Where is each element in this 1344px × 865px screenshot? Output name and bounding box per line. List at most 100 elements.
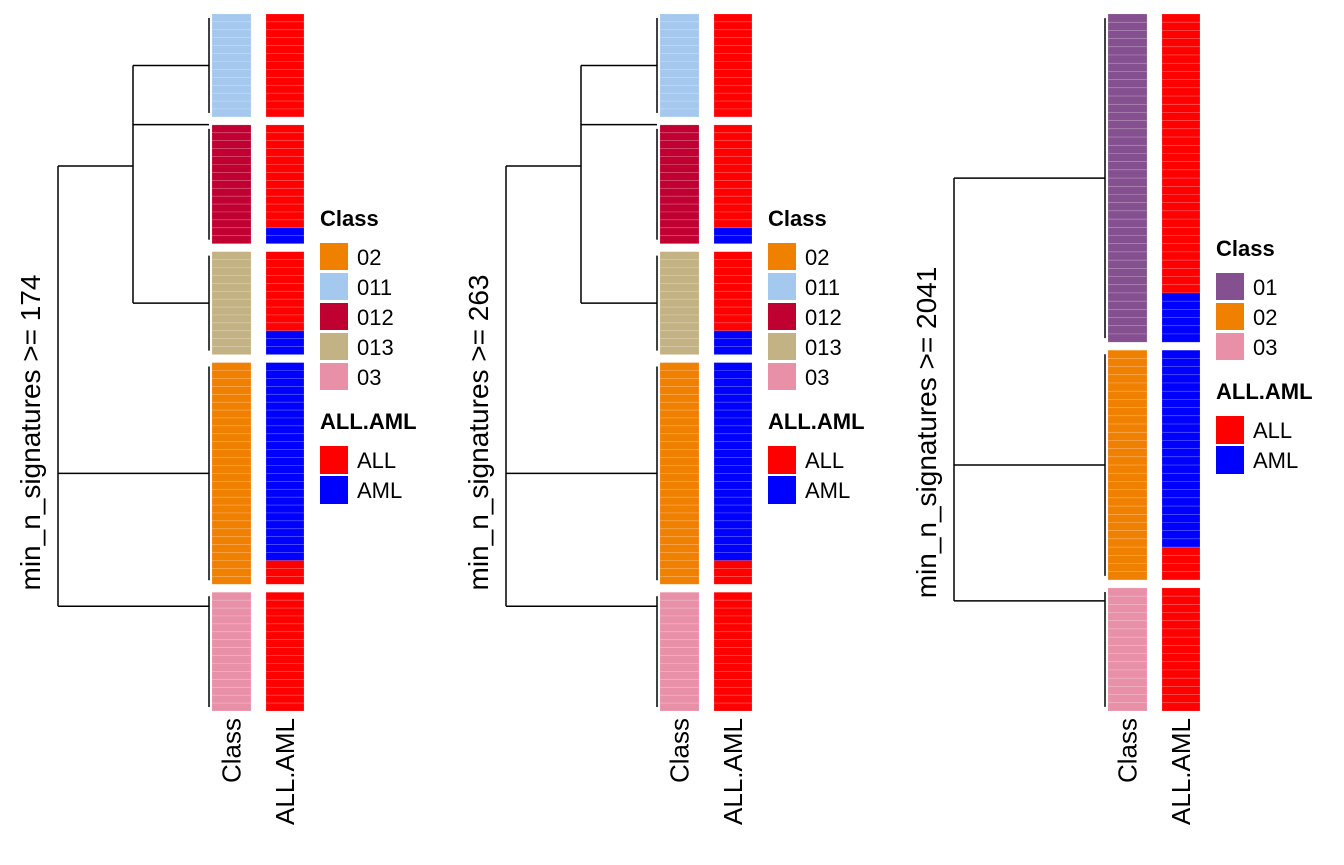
class-cell-01 bbox=[1107, 259, 1148, 269]
all-aml-cell-ALL bbox=[1161, 13, 1201, 23]
all-aml-cell-ALL bbox=[713, 53, 753, 62]
all-aml-cell-ALL bbox=[713, 607, 753, 617]
class-cell-02 bbox=[659, 576, 700, 585]
class-cell-02 bbox=[1107, 349, 1148, 359]
class-cell-01 bbox=[1107, 194, 1148, 204]
legend-swatch-012 bbox=[768, 303, 796, 330]
class-cell-02 bbox=[659, 409, 700, 419]
class-cell-01 bbox=[1107, 136, 1148, 146]
all-aml-cell-ALL bbox=[1161, 563, 1201, 573]
all-aml-cell-ALL bbox=[713, 148, 753, 157]
class-cell-02 bbox=[1107, 489, 1148, 499]
class-cell-012 bbox=[211, 187, 252, 197]
all-aml-cell-ALL bbox=[265, 203, 305, 213]
all-aml-cell-ALL bbox=[265, 100, 305, 110]
all-aml-cell-AML bbox=[713, 378, 753, 387]
class-cell-012 bbox=[211, 195, 252, 205]
all-aml-cell-ALL bbox=[1161, 71, 1201, 80]
class-cell-03 bbox=[211, 631, 252, 641]
all-aml-cell-AML bbox=[265, 520, 305, 530]
class-cell-02 bbox=[1107, 407, 1148, 417]
class-cell-03 bbox=[1107, 653, 1148, 663]
class-cell-013 bbox=[659, 267, 700, 276]
legend-label-02: 02 bbox=[1253, 305, 1277, 330]
all-aml-cell-AML bbox=[1161, 497, 1201, 507]
legend: Class 02 011 012 013 03 ALL.AML ALL AML bbox=[320, 206, 417, 504]
class-cell-01 bbox=[1107, 317, 1148, 327]
class-cell-02 bbox=[1107, 538, 1148, 548]
class-cell-013 bbox=[211, 322, 252, 332]
all-aml-cell-ALL bbox=[265, 164, 305, 173]
all-aml-cell-ALL bbox=[713, 77, 753, 86]
all-aml-cell-AML bbox=[713, 473, 753, 482]
all-aml-cell-AML bbox=[265, 425, 305, 435]
class-cell-012 bbox=[659, 235, 700, 244]
class-cell-011 bbox=[211, 61, 252, 70]
all-aml-cell-AML bbox=[265, 496, 305, 506]
all-aml-cell-ALL bbox=[1161, 38, 1201, 48]
all-aml-cell-AML bbox=[1161, 390, 1201, 400]
class-cell-02 bbox=[211, 481, 252, 490]
class-cell-013 bbox=[211, 275, 252, 284]
all-aml-cell-ALL bbox=[713, 560, 753, 569]
class-cell-03 bbox=[1107, 645, 1148, 654]
all-aml-cell-AML bbox=[713, 401, 753, 411]
all-aml-cell-AML bbox=[265, 338, 305, 347]
all-aml-cell-AML bbox=[265, 417, 305, 427]
all-aml-cell-ALL bbox=[1161, 177, 1201, 187]
all-aml-cell-AML bbox=[713, 528, 753, 538]
class-cell-03 bbox=[659, 694, 700, 704]
all-aml-cell-AML bbox=[713, 488, 753, 498]
class-cell-02 bbox=[659, 362, 700, 371]
class-cell-02 bbox=[659, 544, 700, 553]
class-cell-012 bbox=[211, 180, 252, 189]
class-cell-011 bbox=[659, 45, 700, 54]
legend-swatch-03 bbox=[320, 363, 348, 390]
all-aml-cell-AML bbox=[713, 552, 753, 561]
class-cell-02 bbox=[211, 520, 252, 530]
class-cell-02 bbox=[659, 560, 700, 569]
class-cell-03 bbox=[211, 599, 252, 609]
all-aml-cell-ALL bbox=[265, 576, 305, 585]
all-aml-cell-AML bbox=[713, 496, 753, 506]
all-aml-cell-ALL bbox=[265, 686, 305, 696]
all-aml-cell-AML bbox=[1161, 423, 1201, 433]
class-cell-01 bbox=[1107, 276, 1148, 286]
class-cell-013 bbox=[659, 346, 700, 355]
all-aml-cell-AML bbox=[1161, 292, 1201, 302]
all-aml-cell-ALL bbox=[713, 631, 753, 641]
class-cell-02 bbox=[211, 552, 252, 561]
legend-swatch-03 bbox=[1216, 333, 1244, 360]
legend-title-all-aml: ALL.AML bbox=[768, 409, 865, 434]
class-cell-01 bbox=[1107, 87, 1148, 97]
class-cell-011 bbox=[211, 13, 252, 23]
class-cell-013 bbox=[659, 283, 700, 292]
y-axis-title: min_n_signatures >= 263 bbox=[463, 275, 494, 591]
class-cell-03 bbox=[211, 694, 252, 704]
class-cell-02 bbox=[659, 481, 700, 490]
all-aml-cell-AML bbox=[713, 370, 753, 379]
all-aml-cell-ALL bbox=[1161, 555, 1201, 564]
class-cell-02 bbox=[1107, 448, 1148, 458]
legend-title-all-aml: ALL.AML bbox=[1216, 379, 1313, 404]
all-aml-cell-AML bbox=[1161, 530, 1201, 540]
all-aml-cell-AML bbox=[1161, 464, 1201, 474]
class-cell-013 bbox=[211, 259, 252, 268]
class-cell-01 bbox=[1107, 251, 1148, 261]
class-cell-02 bbox=[211, 449, 252, 458]
all-aml-cell-ALL bbox=[265, 267, 305, 276]
class-cell-012 bbox=[659, 219, 700, 229]
all-aml-cell-AML bbox=[1161, 456, 1201, 466]
class-cell-03 bbox=[1107, 612, 1148, 622]
class-cell-01 bbox=[1107, 218, 1148, 228]
all-aml-cell-ALL bbox=[713, 663, 753, 672]
legend-title-class: Class bbox=[320, 206, 379, 231]
class-cell-011 bbox=[659, 21, 700, 31]
class-cell-02 bbox=[659, 528, 700, 538]
legend-label-011: 011 bbox=[805, 275, 840, 300]
legend: Class 02 011 012 013 03 ALL.AML ALL AML bbox=[768, 206, 865, 504]
all-aml-cell-ALL bbox=[1161, 276, 1201, 286]
class-cell-012 bbox=[211, 203, 252, 213]
all-aml-cell-ALL bbox=[265, 148, 305, 157]
class-cell-03 bbox=[1107, 620, 1148, 630]
